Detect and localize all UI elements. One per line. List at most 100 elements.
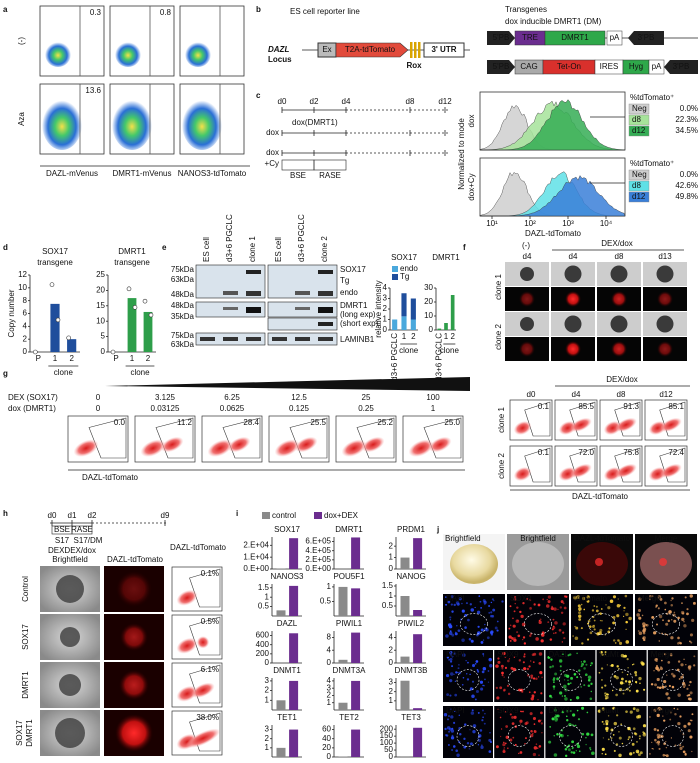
signal — [556, 714, 560, 718]
signal — [521, 710, 523, 713]
signal — [567, 654, 570, 657]
y-tick-label: 1 — [265, 743, 270, 752]
pb-arrow — [487, 31, 515, 45]
signal — [502, 689, 506, 692]
chart-title: SOX17 — [274, 525, 300, 534]
signal — [583, 608, 586, 611]
signal — [477, 625, 480, 628]
signal — [484, 713, 486, 715]
signal — [538, 620, 542, 624]
signal — [627, 667, 629, 669]
signal — [686, 694, 689, 697]
x-tick-label: 1 — [444, 332, 449, 341]
signal — [683, 624, 687, 628]
signal — [606, 664, 608, 666]
signal — [595, 558, 603, 566]
signal — [653, 631, 657, 635]
label: pA — [610, 33, 620, 42]
signal — [553, 607, 557, 611]
panel-letter: e — [162, 243, 167, 252]
signal — [554, 715, 557, 719]
signal — [600, 667, 604, 670]
signal — [588, 625, 592, 628]
signal — [599, 612, 602, 615]
signal — [628, 683, 631, 686]
signal — [664, 653, 667, 656]
flow-density — [615, 417, 637, 432]
signal — [474, 662, 477, 665]
signal — [549, 665, 552, 669]
signal — [612, 734, 615, 736]
signal — [587, 675, 592, 680]
signal — [500, 728, 503, 730]
box — [423, 42, 465, 58]
label: Neg — [632, 104, 647, 113]
y-tick-label: 1.E+04 — [243, 552, 269, 561]
signal — [463, 737, 466, 741]
signal — [453, 603, 456, 607]
label: SOX9 — [510, 594, 532, 603]
signal — [642, 733, 647, 737]
signal — [693, 664, 696, 667]
signal — [657, 607, 660, 610]
signal — [447, 718, 450, 721]
signal — [657, 743, 660, 746]
signal — [595, 605, 598, 608]
y-tick-label: 200 — [256, 649, 270, 658]
label: DAZL — [548, 650, 569, 659]
signal — [502, 743, 506, 747]
label: DMRT1 — [561, 33, 589, 42]
signal — [624, 594, 628, 598]
signal — [634, 732, 638, 736]
y-tick-label: 4 — [327, 645, 332, 654]
y-tick-label: 3 — [265, 725, 270, 734]
signal — [639, 738, 641, 740]
signal — [533, 603, 536, 606]
signal — [682, 674, 684, 676]
signal — [550, 606, 554, 611]
signal — [593, 628, 596, 631]
signal — [691, 713, 694, 716]
label: d8 — [617, 390, 626, 399]
signal — [471, 709, 474, 712]
label: Merge — [651, 650, 674, 659]
signal — [468, 637, 472, 641]
signal — [562, 602, 565, 605]
label: clone 2 — [497, 453, 506, 479]
y-tick-label: 3 — [265, 676, 270, 685]
signal — [481, 744, 483, 747]
label: 0 — [96, 393, 101, 402]
signal — [472, 664, 476, 668]
label: 0.25 — [358, 404, 374, 413]
outline — [610, 669, 633, 691]
chart-title: DAZL — [277, 619, 298, 628]
gate-value: 0.0 — [114, 418, 126, 427]
signal — [578, 618, 582, 621]
signal — [566, 674, 570, 678]
signal — [587, 684, 591, 688]
signal — [449, 650, 453, 655]
signal — [523, 655, 526, 658]
signal — [687, 665, 691, 670]
signal — [581, 662, 585, 666]
signal — [562, 622, 566, 626]
signal — [689, 633, 694, 637]
box — [281, 159, 315, 171]
signal — [618, 730, 620, 733]
signal — [538, 662, 542, 665]
signal — [658, 614, 663, 619]
signal — [531, 732, 534, 735]
signal — [552, 626, 556, 630]
signal — [478, 595, 481, 598]
gate-value: 0.1% — [201, 569, 219, 578]
signal — [553, 735, 555, 737]
signal — [477, 734, 482, 738]
label: 35kDa — [171, 312, 195, 321]
signal — [638, 609, 642, 613]
signal — [651, 747, 653, 750]
y-tick-label: 4 — [327, 676, 332, 685]
label: DMRT1-mVenus — [113, 169, 172, 178]
signal — [611, 689, 614, 692]
signal — [540, 639, 544, 643]
x-tick-label: 1 — [130, 354, 135, 363]
